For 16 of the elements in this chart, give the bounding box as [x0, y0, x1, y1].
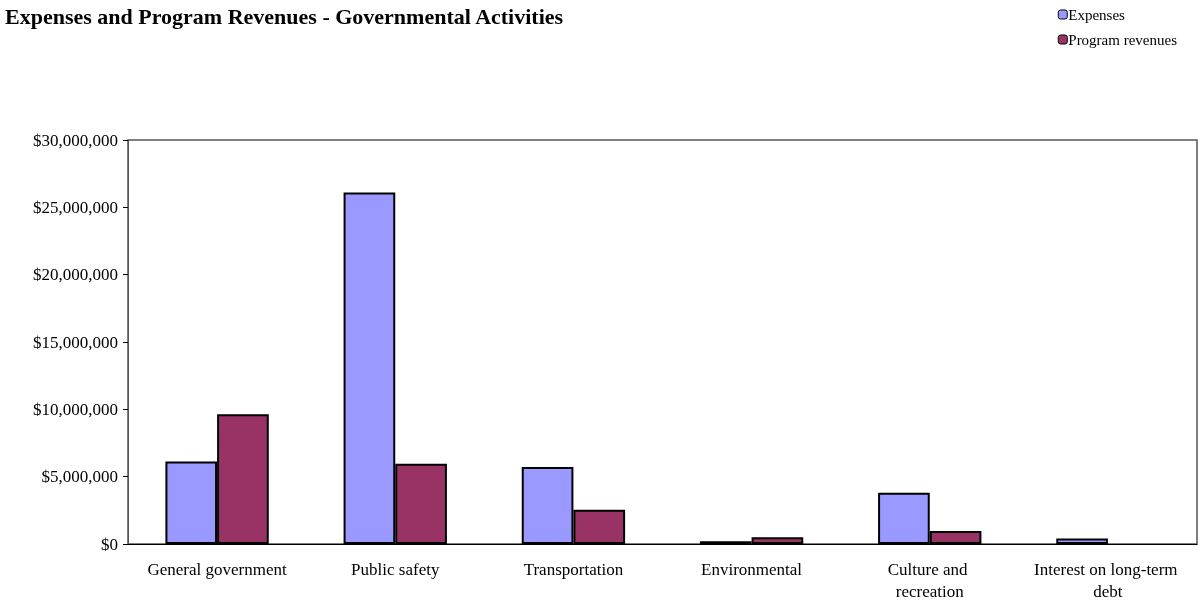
x-tick-label: Culture and recreation — [887, 559, 972, 601]
x-tick-label: Public safety — [351, 559, 440, 579]
x-tick-label: Interest on long-term debt — [1034, 559, 1182, 601]
y-tick-label: $25,000,000 — [33, 197, 118, 217]
y-tick-label: $30,000,000 — [33, 130, 118, 150]
x-tick-label: Environmental — [701, 559, 803, 579]
y-tick-label: $0 — [101, 534, 118, 554]
y-tick-label: $20,000,000 — [33, 265, 118, 285]
x-tick-label: Transportation — [523, 559, 624, 579]
legend-label: Expenses — [1068, 6, 1126, 23]
x-tick-label: General government — [147, 559, 287, 579]
legend-label: Program revenues — [1068, 31, 1178, 48]
y-tick-label: $5,000,000 — [41, 467, 118, 487]
y-tick-label: $15,000,000 — [33, 332, 118, 352]
chart-title: Expenses and Program Revenues - Governmental Activities — [5, 3, 564, 29]
y-tick-label: $10,000,000 — [33, 399, 118, 419]
